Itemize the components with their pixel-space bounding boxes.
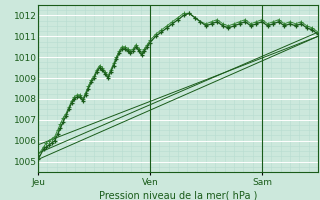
- X-axis label: Pression niveau de la mer( hPa ): Pression niveau de la mer( hPa ): [99, 191, 257, 200]
